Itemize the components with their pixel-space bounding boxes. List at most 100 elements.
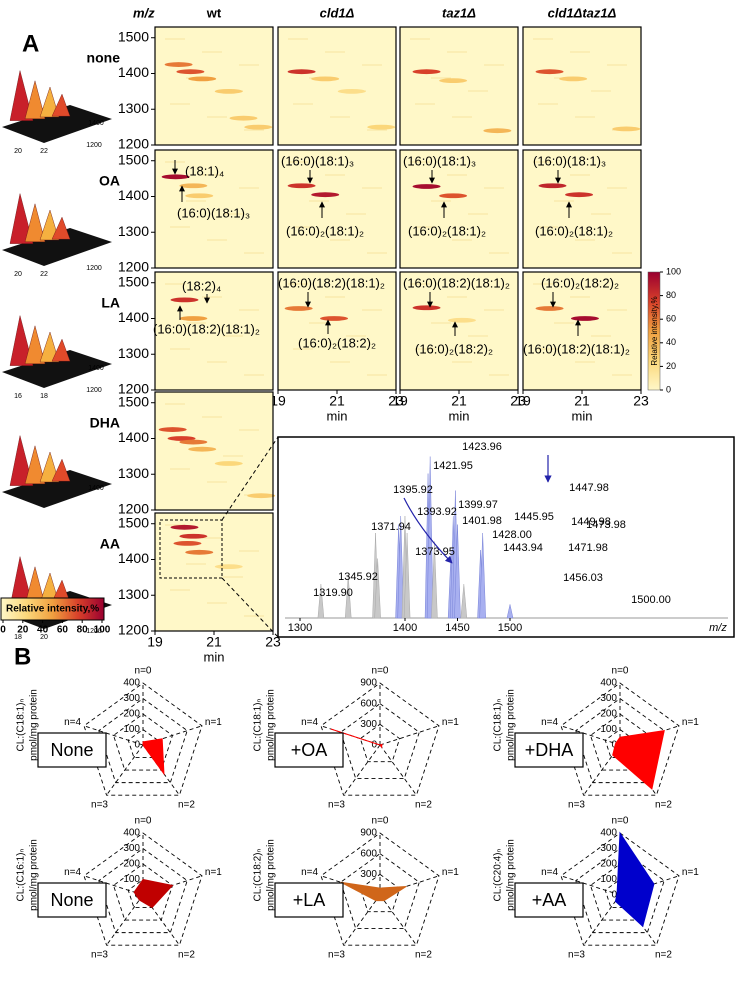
x-tick-label: 19: [392, 393, 408, 409]
peak-label: 1473.98: [586, 519, 626, 531]
x-tick-label: 23: [633, 393, 649, 409]
tag-label: +LA: [293, 890, 326, 910]
peak-annotation: (16:0)(18:1)₃: [403, 153, 476, 168]
zoom-box: [159, 519, 223, 579]
category-label: n=0: [612, 666, 629, 677]
thumbnail-peak: [9, 70, 34, 121]
r-tick-label: 400: [600, 828, 617, 839]
peak-label: 1456.03: [563, 572, 603, 584]
heatmap-spot: [287, 183, 316, 189]
heatmap-spot: [535, 69, 564, 75]
heatmap-spot: [311, 76, 340, 82]
r-tick-label: 100: [600, 724, 617, 735]
y-axis-unit: pmol/mg protein: [506, 839, 517, 911]
heatmap-background: [523, 150, 641, 268]
heatmap-frame: [399, 149, 519, 269]
x-tick-label: 21: [206, 634, 222, 650]
category-label: n=3: [568, 950, 585, 961]
row-label: LA: [101, 295, 120, 311]
category-label: n=4: [301, 867, 318, 878]
heatmap-spot: [565, 192, 594, 198]
spoke: [343, 744, 381, 796]
peak-annotation: (16:0)(18:2)(18:1)₂: [153, 321, 260, 336]
y-tick-label: 1500: [118, 514, 149, 530]
category-label: n=1: [442, 717, 459, 728]
heatmap-spot: [412, 69, 441, 75]
y-tick-label: 1500: [118, 151, 149, 167]
heatmap-spot: [559, 76, 588, 82]
spectrum-peak: [374, 558, 381, 619]
thumbnail-tick-label: 22: [40, 271, 48, 278]
colorbar-tick-label: 80: [666, 290, 676, 300]
spoke: [106, 894, 144, 946]
y-tick-label: 1400: [118, 187, 149, 203]
r-tick-label: 400: [123, 678, 140, 689]
r-tick-label: 0: [134, 740, 140, 751]
r-tick-label: 200: [600, 709, 617, 720]
heatmap-spot: [570, 316, 599, 321]
thumbnail-peak: [51, 338, 71, 362]
spectrum-peak: [460, 583, 468, 619]
thumbnail-tick-label: 20: [14, 148, 22, 155]
colorbar-tick-label: 40: [666, 337, 676, 347]
thumbnail-tick-label: 22: [40, 148, 48, 155]
thumbnail-peak: [9, 435, 34, 486]
y-tick-label: 1200: [118, 622, 149, 638]
grid-ring: [98, 847, 188, 934]
thumbnail-peak: [24, 203, 46, 243]
heatmap-spot: [179, 316, 208, 321]
y-tick-label: 1400: [118, 64, 149, 80]
y-axis-unit: pmol/mg protein: [266, 839, 277, 911]
r-tick-label: 300: [600, 693, 617, 704]
heatmap-spot: [158, 427, 187, 432]
heatmap-spot: [412, 184, 441, 189]
y-axis-unit: pmol/mg protein: [506, 689, 517, 761]
y-tick-label: 1400: [118, 550, 149, 566]
r-tick-label: 300: [360, 719, 377, 730]
radar-area: [133, 878, 174, 909]
x-tick-label: 1400: [393, 622, 417, 634]
grid-ring: [560, 682, 680, 796]
spoke: [560, 725, 621, 746]
r-tick-label: 200: [123, 859, 140, 870]
colorbar-tick-label: 20: [17, 625, 29, 636]
category-label: n=0: [372, 816, 389, 827]
peak-annotation: (16:0)(18:2)(18:1)₂: [403, 275, 510, 290]
grid-ring: [320, 832, 440, 946]
heatmap-spot: [483, 128, 512, 134]
peak-annotation: (16:0)(18:1)₃: [177, 205, 250, 220]
r-tick-label: 300: [123, 843, 140, 854]
thumbnail-tick-label: 1200: [86, 265, 102, 272]
colorbar-tick-label: 100: [94, 625, 111, 636]
peak-label: 1345.92: [338, 571, 378, 583]
colorbar-tick-label: 20: [666, 361, 676, 371]
r-tick-label: 600: [360, 848, 377, 859]
category-label: n=4: [541, 867, 558, 878]
heatmap-spot: [164, 62, 193, 67]
spectrum-frame: [277, 436, 735, 638]
y-axis-label: CL:(C18:2)ₙ: [253, 849, 264, 902]
x-tick-label: 23: [388, 393, 404, 409]
x-axis-label: min: [327, 408, 348, 423]
thumbnail-peak: [24, 325, 46, 364]
thumbnail-base: [2, 470, 112, 508]
heatmap-background: [278, 150, 396, 268]
category-label: n=2: [178, 800, 195, 811]
thumbnail-tick-label: 20: [40, 634, 48, 641]
y-axis-label: CL:(C20:4)ₙ: [493, 849, 504, 902]
heatmap-spot: [447, 317, 476, 323]
spectrum-peak: [431, 541, 438, 619]
row-label: OA: [99, 173, 120, 189]
thumbnail-peak: [51, 93, 71, 117]
spoke: [583, 894, 621, 946]
tag-box: [514, 732, 584, 768]
y-tick-label: 1300: [118, 586, 149, 602]
colorbar-tick-label: 0: [666, 384, 671, 394]
r-tick-label: 400: [600, 678, 617, 689]
peak-annotation: (18:1)₄: [185, 163, 224, 178]
heatmap-background: [155, 513, 273, 631]
heatmap-spot: [367, 124, 396, 130]
peak-label: 1373.95: [415, 546, 455, 558]
grid-ring: [560, 832, 680, 946]
heatmap-frame: [399, 26, 519, 146]
